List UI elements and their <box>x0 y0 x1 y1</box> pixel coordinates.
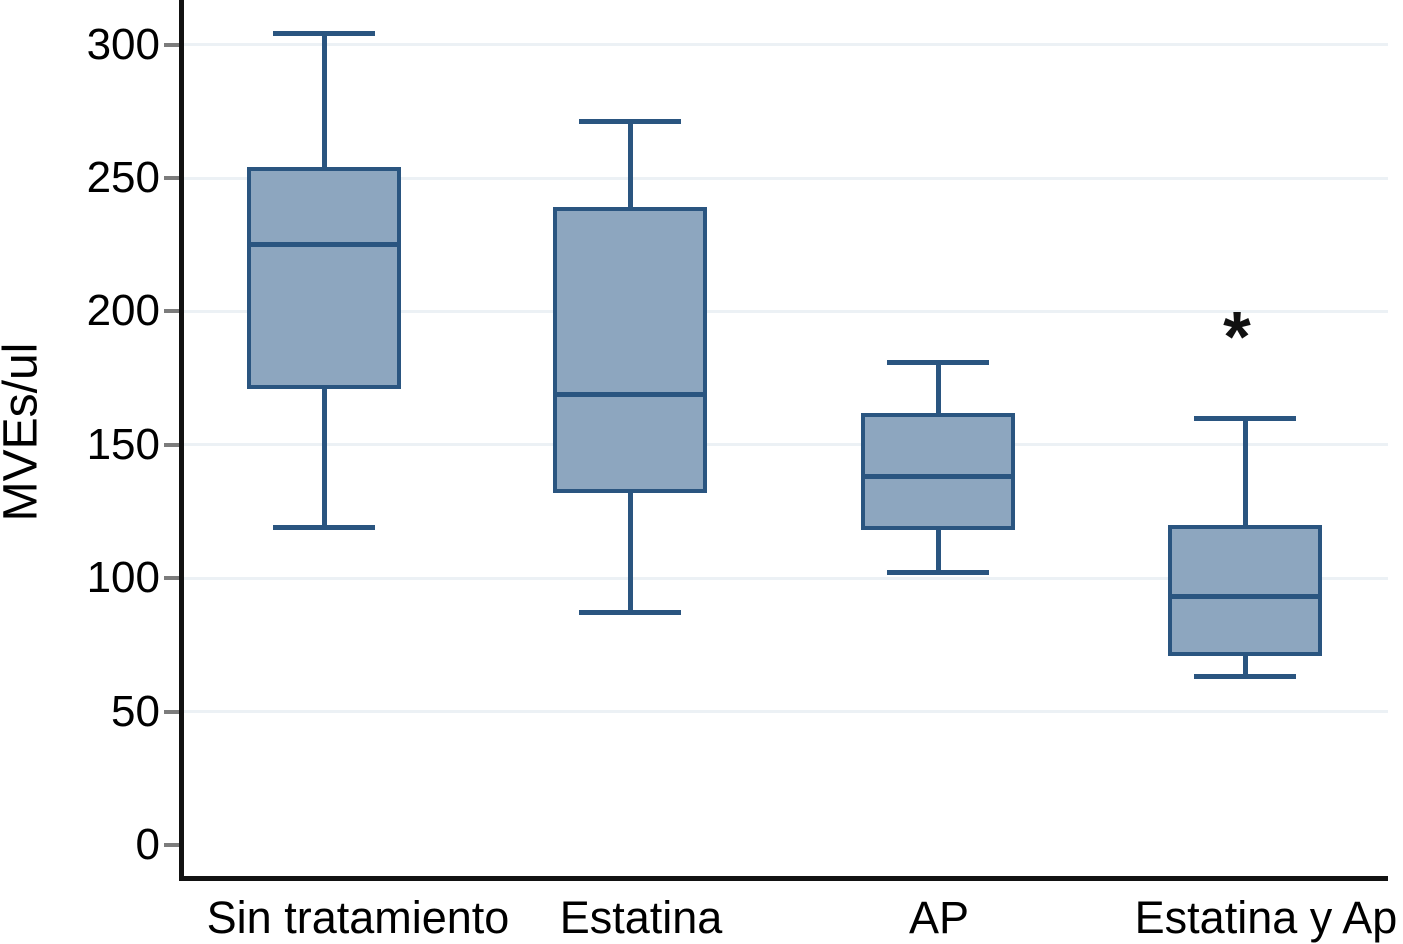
y-tick-label-200: 200 <box>86 286 160 336</box>
box-3 <box>1168 524 1322 656</box>
box-2 <box>861 412 1015 531</box>
median-0 <box>250 242 398 248</box>
whisker-lower-cap-1 <box>579 610 681 616</box>
gridline-50 <box>182 710 1388 714</box>
gridline-100 <box>182 576 1388 580</box>
x-category-label-3: Estatina y Ap <box>1134 892 1398 943</box>
box-0 <box>247 167 401 389</box>
whisker-upper-cap-0 <box>273 31 375 37</box>
whisker-lower-cap-3 <box>1194 674 1296 680</box>
whisker-lower-stem-2 <box>935 530 941 573</box>
y-tick-mark-150 <box>164 442 182 447</box>
significance-asterisk-3: * <box>1223 297 1251 377</box>
whisker-upper-cap-1 <box>579 119 681 125</box>
y-tick-label-150: 150 <box>86 419 160 469</box>
whisker-upper-cap-3 <box>1194 415 1296 421</box>
y-tick-mark-200 <box>164 309 182 314</box>
whisker-upper-cap-2 <box>887 359 989 365</box>
y-tick-mark-300 <box>164 42 182 47</box>
x-axis-line <box>179 876 1388 881</box>
x-category-label-0: Sin tratamiento <box>206 892 510 943</box>
y-tick-label-250: 250 <box>86 153 160 202</box>
gridline-300 <box>182 43 1388 47</box>
median-1 <box>556 391 704 397</box>
y-tick-label-100: 100 <box>86 553 160 603</box>
gridline-200 <box>182 309 1388 313</box>
whisker-lower-cap-0 <box>273 525 375 530</box>
gridline-250 <box>182 176 1388 180</box>
whisker-upper-stem-3 <box>1242 418 1248 525</box>
gridline-150 <box>182 443 1388 447</box>
box-1 <box>553 207 707 493</box>
whisker-lower-stem-1 <box>627 492 633 613</box>
median-3 <box>1171 594 1319 600</box>
x-category-label-2: AP <box>908 892 970 943</box>
y-tick-mark-50 <box>164 709 182 714</box>
y-tick-label-50: 50 <box>111 686 160 736</box>
whisker-upper-stem-1 <box>627 121 633 208</box>
y-tick-mark-250 <box>164 176 182 180</box>
whisker-upper-stem-0 <box>321 33 327 168</box>
y-tick-label-0: 0 <box>135 820 160 869</box>
x-category-label-1: Estatina <box>559 892 723 943</box>
y-tick-mark-0 <box>164 843 182 847</box>
y-tick-mark-100 <box>164 576 182 581</box>
whisker-upper-stem-2 <box>935 362 941 413</box>
whisker-lower-cap-2 <box>887 570 989 576</box>
whisker-lower-stem-3 <box>1242 655 1248 677</box>
whisker-lower-stem-0 <box>321 388 327 528</box>
median-2 <box>864 474 1012 480</box>
y-axis-line <box>179 0 184 881</box>
y-tick-label-300: 300 <box>86 19 160 69</box>
